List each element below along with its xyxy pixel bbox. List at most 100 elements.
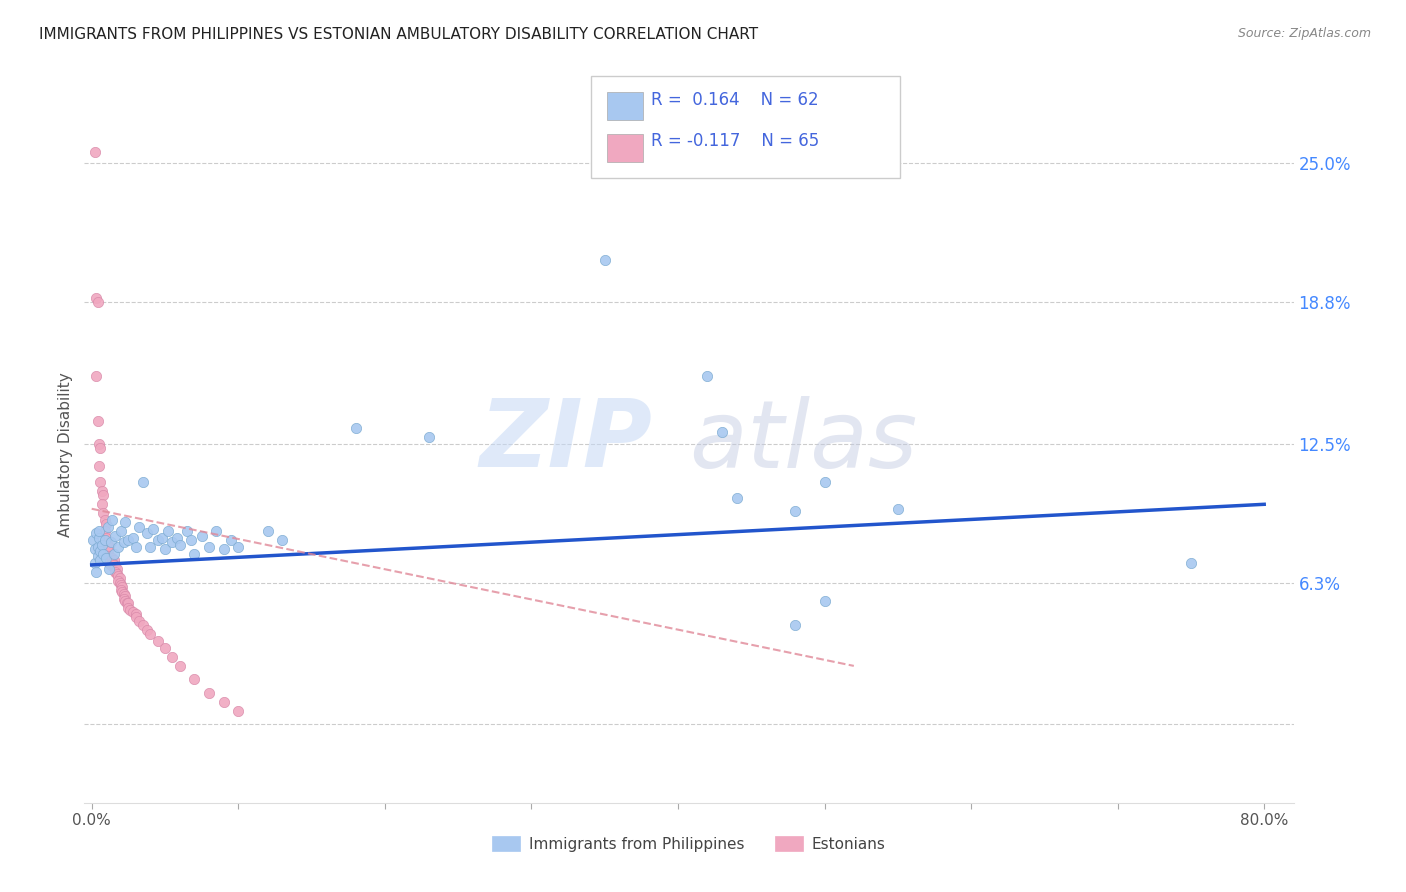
Point xyxy=(108,575,131,590)
Point xyxy=(139,540,162,554)
Point xyxy=(110,578,132,592)
Point xyxy=(94,513,117,527)
Point xyxy=(162,649,184,664)
Point xyxy=(162,535,184,549)
Point xyxy=(785,504,807,518)
Point xyxy=(725,491,748,505)
Point xyxy=(156,524,179,539)
Text: IMMIGRANTS FROM PHILIPPINES VS ESTONIAN AMBULATORY DISABILITY CORRELATION CHART: IMMIGRANTS FROM PHILIPPINES VS ESTONIAN … xyxy=(39,27,758,42)
Point xyxy=(115,596,138,610)
Point xyxy=(813,594,835,608)
Point xyxy=(91,497,114,511)
Point xyxy=(110,524,132,539)
Point xyxy=(94,524,117,539)
Point xyxy=(212,695,235,709)
Point xyxy=(121,531,143,545)
Point xyxy=(84,369,107,384)
Point xyxy=(98,549,121,563)
Point xyxy=(112,587,135,601)
Point xyxy=(83,556,105,570)
Point xyxy=(93,547,115,561)
Point xyxy=(176,524,198,539)
Point xyxy=(146,533,169,548)
Point xyxy=(271,533,294,548)
Point xyxy=(84,526,107,541)
Point xyxy=(108,571,131,585)
Point xyxy=(166,531,188,545)
Text: Source: ZipAtlas.com: Source: ZipAtlas.com xyxy=(1237,27,1371,40)
Point xyxy=(169,538,191,552)
Point xyxy=(117,596,139,610)
Point xyxy=(136,526,159,541)
Point xyxy=(105,566,128,581)
Point xyxy=(87,436,110,450)
Point xyxy=(117,600,139,615)
Point xyxy=(111,584,134,599)
Point xyxy=(110,582,132,597)
Point xyxy=(593,252,616,267)
Point xyxy=(89,553,111,567)
Point xyxy=(107,569,129,583)
Point xyxy=(100,535,122,549)
Point xyxy=(418,430,440,444)
Point xyxy=(83,145,105,159)
Point xyxy=(785,618,807,632)
Point xyxy=(212,542,235,557)
Point xyxy=(226,540,249,554)
Point xyxy=(198,540,221,554)
Point xyxy=(100,558,122,572)
Point xyxy=(91,483,114,498)
Point xyxy=(97,520,120,534)
Point xyxy=(86,414,108,428)
Legend: Immigrants from Philippines, Estonians: Immigrants from Philippines, Estonians xyxy=(486,830,891,858)
Point xyxy=(83,542,105,557)
Point xyxy=(103,547,125,561)
Point xyxy=(146,634,169,648)
Point xyxy=(153,640,176,655)
Point xyxy=(114,590,136,604)
Point xyxy=(93,506,115,520)
Point xyxy=(98,540,121,554)
Point xyxy=(114,594,136,608)
Point xyxy=(813,475,835,489)
Point xyxy=(101,513,124,527)
Point xyxy=(114,515,136,529)
Text: atlas: atlas xyxy=(689,395,917,486)
Point xyxy=(169,659,191,673)
Point xyxy=(190,529,212,543)
Point xyxy=(150,531,173,545)
Point xyxy=(100,551,122,566)
Point xyxy=(107,540,129,554)
Point xyxy=(205,524,228,539)
Point xyxy=(87,459,110,474)
Point xyxy=(153,542,176,557)
Point xyxy=(887,501,910,516)
Y-axis label: Ambulatory Disability: Ambulatory Disability xyxy=(58,373,73,537)
Point xyxy=(96,531,118,545)
Point xyxy=(103,558,125,572)
Point xyxy=(142,522,165,536)
Point xyxy=(256,524,278,539)
Point xyxy=(91,538,114,552)
Text: R = -0.117    N = 65: R = -0.117 N = 65 xyxy=(651,132,820,150)
Point xyxy=(97,544,120,558)
Point xyxy=(111,580,134,594)
Point xyxy=(87,524,110,539)
Text: ZIP: ZIP xyxy=(479,395,652,487)
Point xyxy=(84,291,107,305)
Point xyxy=(98,556,121,570)
Point xyxy=(86,295,108,310)
Text: R =  0.164    N = 62: R = 0.164 N = 62 xyxy=(651,91,818,109)
Point xyxy=(105,562,128,576)
Point xyxy=(96,551,118,566)
Point xyxy=(104,565,127,579)
Point xyxy=(132,618,155,632)
Point xyxy=(84,565,107,579)
Point xyxy=(118,603,141,617)
Point xyxy=(97,538,120,552)
Point xyxy=(101,556,124,570)
Point xyxy=(112,535,135,549)
Point xyxy=(86,549,108,563)
Point xyxy=(124,609,146,624)
Point xyxy=(180,533,202,548)
